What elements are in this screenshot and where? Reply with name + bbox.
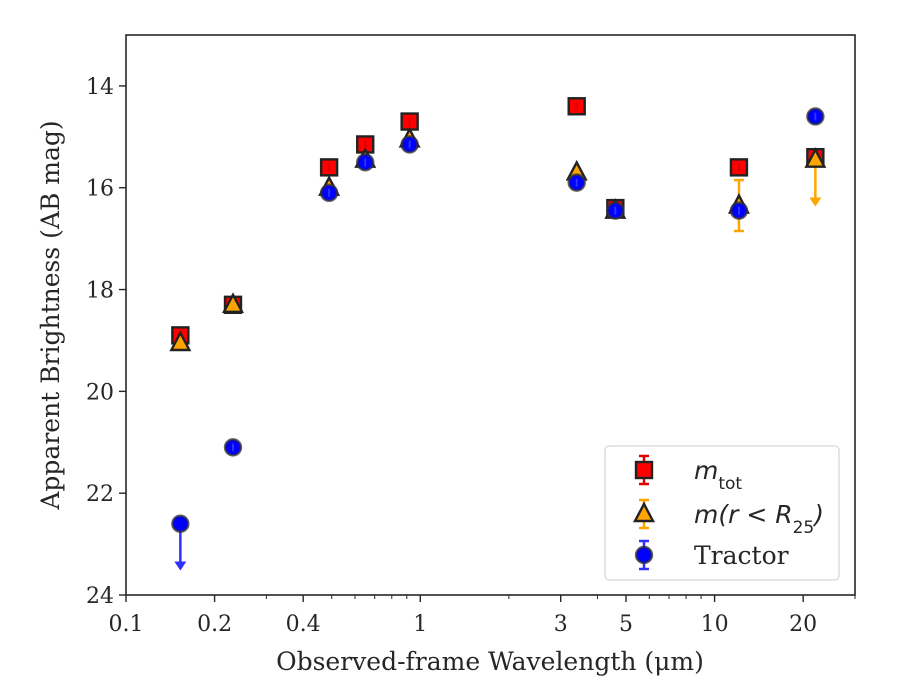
- legend-label: mtot: [694, 456, 742, 494]
- upper-limit-arrow-head: [809, 197, 822, 207]
- legend: mtot m(r < R25) Tractor: [604, 445, 840, 581]
- y-tick-label: 20: [86, 380, 114, 405]
- x-tick-label: 1: [413, 612, 427, 637]
- x-tick-label: 20: [789, 612, 817, 637]
- y-tick-label: 14: [86, 75, 114, 100]
- series-tractor: [171, 107, 825, 571]
- y-axis-ticks: 14 16 18 20 22 24: [86, 75, 126, 609]
- x-axis-label: Observed-frame Wavelength (μm): [276, 647, 704, 676]
- x-axis-ticks: 0.1 0.2 0.4 1 3 5 10 20: [109, 595, 856, 637]
- legend-box: [604, 445, 840, 581]
- x-tick-label: 5: [619, 612, 633, 637]
- x-tick-label: 0.4: [286, 612, 321, 637]
- y-tick-label: 24: [86, 584, 114, 609]
- x-tick-label: 0.1: [109, 612, 144, 637]
- upper-limit-arrow-head: [174, 561, 187, 571]
- legend-marker: [634, 460, 654, 480]
- x-tick-label: 10: [701, 612, 729, 637]
- data-point: [804, 147, 827, 168]
- chart-marks: [169, 97, 827, 571]
- legend-label: m(r < R25): [694, 500, 824, 538]
- y-axis-label: Apparent Brightness (AB mag): [36, 120, 65, 510]
- y-tick-label: 16: [86, 177, 114, 202]
- legend-marker: [634, 545, 654, 565]
- y-tick-label: 22: [86, 482, 114, 507]
- data-point: [171, 514, 190, 533]
- legend-label: Tractor: [694, 541, 789, 570]
- x-tick-label: 0.2: [197, 612, 232, 637]
- legend-marker: [633, 501, 655, 523]
- plot-frame: [125, 34, 856, 596]
- x-tick-label: 3: [554, 612, 568, 637]
- y-tick-label: 18: [86, 279, 114, 304]
